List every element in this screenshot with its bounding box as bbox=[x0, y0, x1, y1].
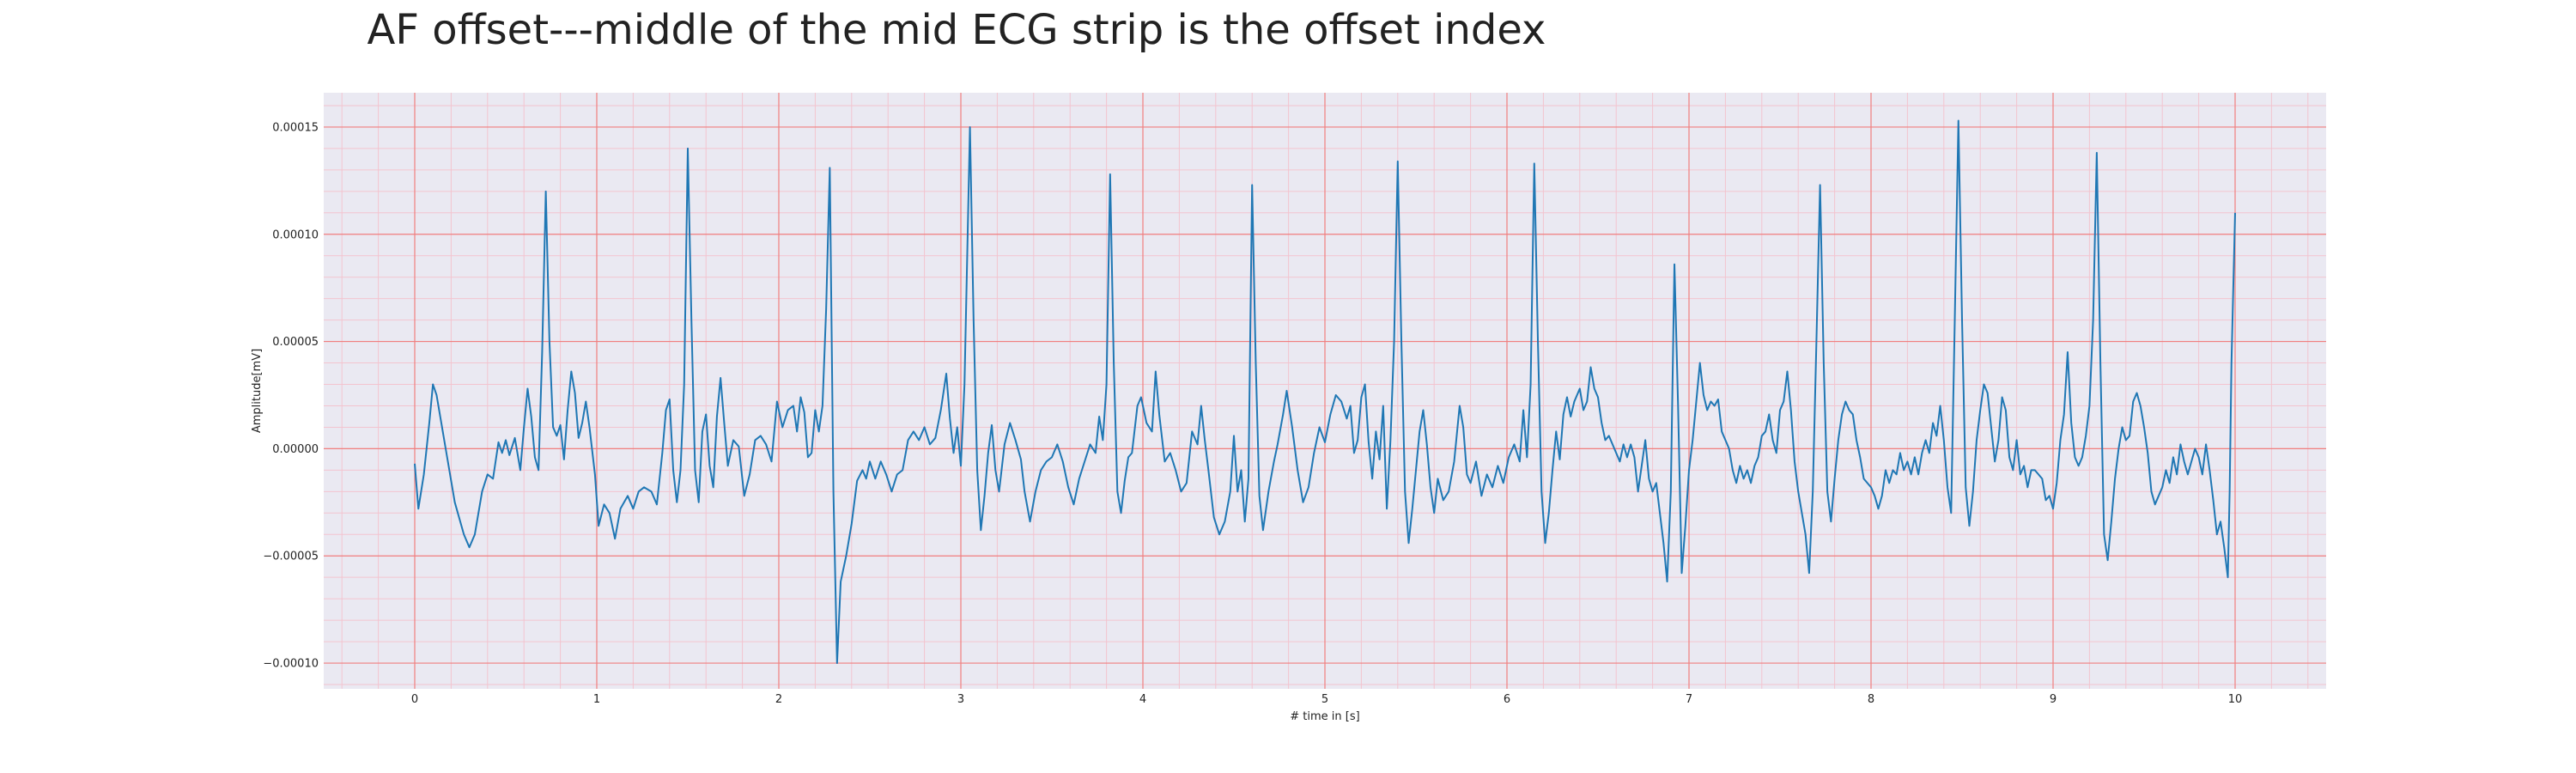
x-tick-label: 10 bbox=[2228, 693, 2243, 706]
x-tick-label: 3 bbox=[957, 693, 964, 706]
y-tick-label: 0.00000 bbox=[272, 443, 319, 456]
x-tick-label: 9 bbox=[2050, 693, 2057, 706]
x-axis-ticks: 0 1 2 3 4 5 6 7 8 9 10 bbox=[411, 693, 2242, 706]
x-tick-label: 5 bbox=[1321, 693, 1328, 706]
x-tick-label: 6 bbox=[1504, 693, 1510, 706]
y-tick-label: 0.00005 bbox=[272, 336, 319, 349]
x-tick-label: 2 bbox=[775, 693, 782, 706]
x-tick-label: 7 bbox=[1686, 693, 1692, 706]
x-tick-label: 1 bbox=[593, 693, 600, 706]
x-tick-label: 8 bbox=[1868, 693, 1874, 706]
chart-title: AF offset---middle of the mid ECG strip … bbox=[368, 6, 1546, 54]
y-axis-label: Amplitude[mV] bbox=[251, 349, 264, 433]
y-axis-ticks: −0.00010 −0.00005 0.00000 0.00005 0.00010 0.0… bbox=[263, 121, 319, 670]
y-tick-label: 0.00010 bbox=[272, 228, 319, 241]
y-tick-label: −0.00010 bbox=[263, 658, 319, 671]
ecg-series-line bbox=[414, 119, 2236, 665]
major-grid bbox=[324, 93, 2326, 689]
y-tick-label: −0.00005 bbox=[263, 551, 319, 563]
x-tick-label: 0 bbox=[411, 693, 418, 706]
x-tick-label: 4 bbox=[1139, 693, 1146, 706]
y-tick-label: 0.00015 bbox=[272, 121, 319, 134]
x-axis-label: # time in [s] bbox=[1290, 710, 1359, 723]
